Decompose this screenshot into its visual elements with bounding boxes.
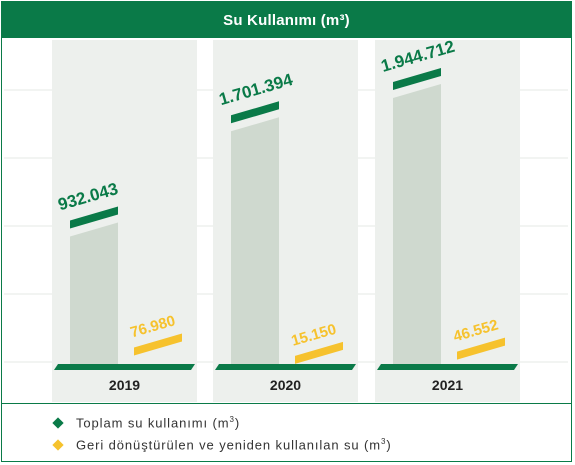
bar-total-2021: [393, 84, 441, 364]
bar-total-cap-2019: [70, 206, 118, 229]
legend-label-recycled: Geri dönüştürülen ve yeniden kullanılan …: [76, 437, 392, 453]
bar-recycled-2021: [457, 337, 505, 360]
bar-total-2019: [70, 222, 118, 364]
category-label-2021: 2021: [432, 377, 463, 393]
bar-chart: 932.04376.98020191.701.39415.15020201.94…: [4, 38, 568, 402]
bar-recycled-2019: [134, 333, 182, 356]
bar-total-2020: [231, 117, 279, 364]
bar-recycled-2020: [295, 341, 343, 364]
bar-total-cap-2021: [393, 68, 441, 90]
diamond-icon: [52, 417, 64, 429]
legend-label-total: Toplam su kullanımı (m3): [76, 415, 241, 431]
category-label-2019: 2019: [109, 377, 140, 393]
bar-total-cap-2020: [231, 101, 279, 124]
diamond-icon: [52, 439, 64, 451]
base-bar-2020: [215, 364, 356, 370]
legend-item-total: Toplam su kullanımı (m3): [2, 412, 571, 434]
legend-item-recycled: Geri dönüştürülen ve yeniden kullanılan …: [2, 434, 571, 456]
base-bar-2021: [377, 364, 518, 370]
category-label-2020: 2020: [270, 377, 301, 393]
chart-title: Su Kullanımı (m³): [2, 2, 571, 38]
legend: Toplam su kullanımı (m3) Geri dönüştürül…: [2, 403, 571, 461]
base-bar-2019: [54, 364, 195, 370]
